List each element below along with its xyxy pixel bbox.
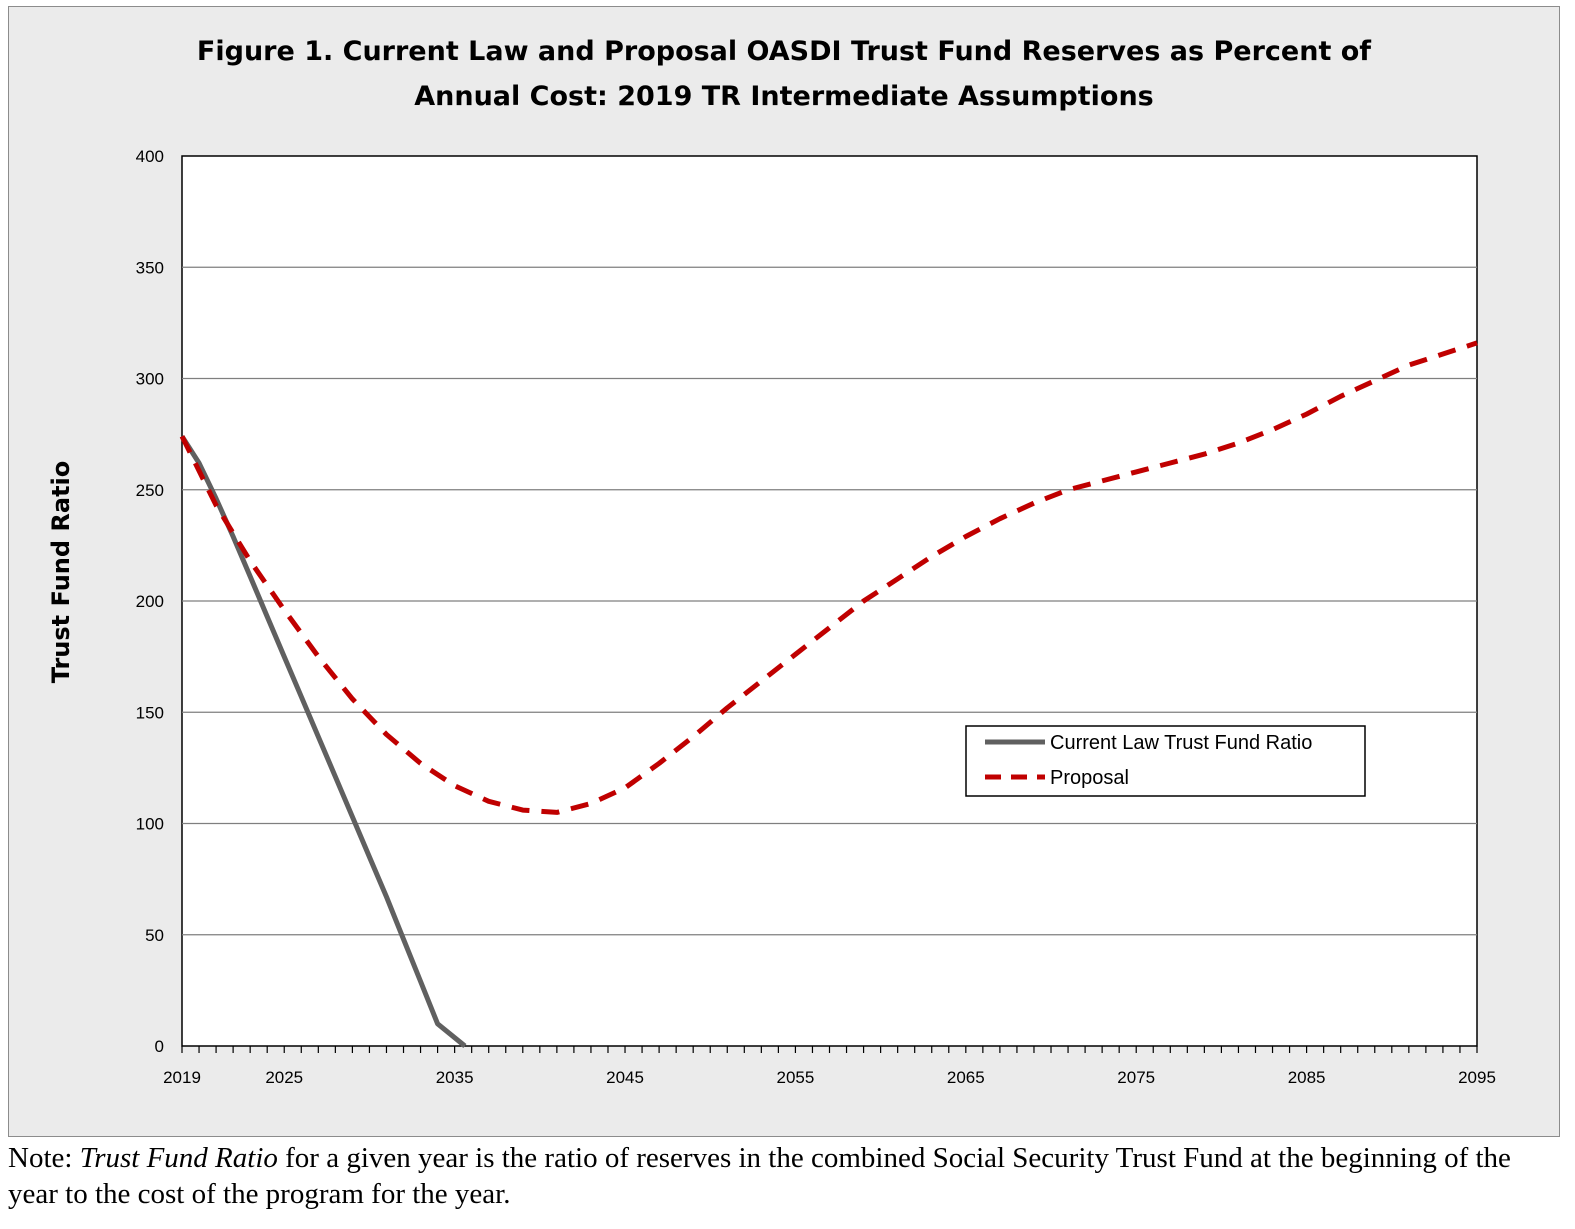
x-tick-labels: 2019 2025 2035 2045 2055 2065 2075 2085 2095 (163, 1068, 1496, 1087)
legend-box (965, 725, 1366, 797)
x-tick-label-2025: 2025 (265, 1068, 303, 1087)
x-tick-label-2019: 2019 (163, 1068, 201, 1087)
legend-label-current-law: Current Law Trust Fund Ratio (1050, 732, 1312, 754)
series-line-proposal (179, 340, 1478, 815)
x-tick-label-2045: 2045 (606, 1068, 644, 1087)
y-tick-labels: 0 50 100 150 200 250 300 350 400 (136, 147, 164, 1056)
y-tick-label-150: 150 (136, 703, 164, 722)
x-tick-label-2035: 2035 (436, 1068, 474, 1087)
y-tick-label-250: 250 (136, 481, 164, 500)
chart-canvas: Figure 1. Current Law and Proposal OASDI… (47, 36, 1496, 1087)
y-tick-label-200: 200 (136, 592, 164, 611)
x-tick-label-2065: 2065 (947, 1068, 985, 1087)
note-term: Trust Fund Ratio (79, 1142, 278, 1174)
y-tick-label-50: 50 (145, 926, 164, 945)
x-tick-label-2095: 2095 (1458, 1068, 1496, 1087)
chart-title-line-1: Figure 1. Current Law and Proposal OASDI… (197, 36, 1371, 67)
x-tick-label-2055: 2055 (777, 1068, 815, 1087)
y-tick-label-300: 300 (136, 370, 164, 389)
legend-label-proposal: Proposal (1050, 767, 1129, 789)
x-minor-ticks (181, 1046, 1478, 1053)
chart-title-line-2: Annual Cost: 2019 TR Intermediate Assump… (414, 81, 1154, 112)
y-tick-label-0: 0 (155, 1037, 164, 1056)
y-tick-label-350: 350 (136, 258, 164, 277)
note-prefix: Note: (8, 1142, 80, 1174)
x-tick-label-2085: 2085 (1288, 1068, 1326, 1087)
y-axis-label: Trust Fund Ratio (47, 461, 75, 684)
y-tick-label-100: 100 (136, 815, 164, 834)
chart-figure: Figure 1. Current Law and Proposal OASDI… (8, 6, 1560, 1137)
legend: Current Law Trust Fund Ratio Proposal (965, 725, 1366, 797)
grid-lines (182, 266, 1477, 936)
note-body: for a given year is the ratio of reserve… (8, 1142, 1511, 1210)
y-tick-label-400: 400 (136, 147, 164, 166)
series-layer (179, 340, 1478, 1048)
chart-note: Note: Trust Fund Ratio for a given year … (8, 1140, 1563, 1212)
x-tick-label-2075: 2075 (1117, 1068, 1155, 1087)
